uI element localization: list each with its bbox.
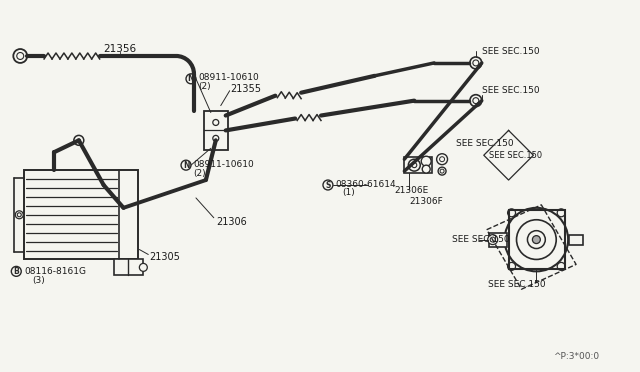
Text: 08360-61614: 08360-61614 bbox=[335, 180, 396, 189]
Circle shape bbox=[508, 209, 516, 217]
Text: (1): (1) bbox=[342, 189, 355, 198]
Circle shape bbox=[140, 263, 147, 271]
Text: 21305: 21305 bbox=[149, 253, 180, 263]
Circle shape bbox=[12, 266, 21, 276]
Circle shape bbox=[408, 159, 420, 171]
Text: 21306E: 21306E bbox=[394, 186, 429, 195]
Text: SEE SEC.150: SEE SEC.150 bbox=[488, 280, 545, 289]
Circle shape bbox=[470, 57, 482, 69]
Circle shape bbox=[422, 165, 430, 173]
Circle shape bbox=[508, 262, 516, 270]
Text: N: N bbox=[183, 161, 189, 170]
Bar bbox=[509, 210, 565, 269]
Text: (2): (2) bbox=[193, 169, 205, 177]
Text: SEE SEC.150: SEE SEC.150 bbox=[456, 139, 514, 148]
Circle shape bbox=[323, 180, 333, 190]
Text: SEE SEC.150: SEE SEC.150 bbox=[489, 151, 542, 160]
Bar bbox=[204, 110, 228, 150]
Text: 21355: 21355 bbox=[230, 84, 262, 94]
Circle shape bbox=[557, 209, 565, 217]
Circle shape bbox=[436, 154, 447, 165]
Circle shape bbox=[470, 95, 482, 107]
Circle shape bbox=[13, 49, 28, 63]
Circle shape bbox=[557, 262, 565, 270]
Circle shape bbox=[488, 235, 498, 244]
Text: (2): (2) bbox=[198, 82, 211, 91]
Circle shape bbox=[516, 220, 556, 259]
Text: 08911-10610: 08911-10610 bbox=[198, 73, 259, 82]
Text: ^P:3*00:0: ^P:3*00:0 bbox=[553, 352, 600, 361]
Circle shape bbox=[186, 74, 196, 84]
Circle shape bbox=[532, 235, 540, 244]
Text: 21306F: 21306F bbox=[410, 198, 443, 206]
Text: SEE SEC.150: SEE SEC.150 bbox=[452, 235, 509, 244]
Circle shape bbox=[438, 167, 446, 175]
Circle shape bbox=[12, 267, 20, 275]
Circle shape bbox=[421, 156, 431, 166]
Text: B: B bbox=[13, 267, 19, 276]
Text: 21306: 21306 bbox=[216, 217, 246, 227]
Bar bbox=[24, 170, 138, 259]
Bar bbox=[569, 235, 583, 244]
Text: 08911-10610: 08911-10610 bbox=[193, 160, 253, 169]
Text: SEE SEC.150: SEE SEC.150 bbox=[482, 46, 540, 55]
Text: 08116-8161G: 08116-8161G bbox=[24, 267, 86, 276]
Bar bbox=[489, 232, 507, 247]
Text: SEE SEC.150: SEE SEC.150 bbox=[482, 86, 540, 95]
Text: (3): (3) bbox=[32, 276, 45, 285]
Circle shape bbox=[15, 211, 23, 219]
Text: S: S bbox=[325, 180, 331, 189]
Circle shape bbox=[213, 135, 219, 141]
Circle shape bbox=[527, 231, 545, 248]
Text: N: N bbox=[188, 74, 194, 83]
Circle shape bbox=[504, 208, 568, 271]
Text: 21356: 21356 bbox=[104, 44, 137, 54]
Circle shape bbox=[74, 135, 84, 145]
Bar bbox=[113, 259, 143, 275]
Circle shape bbox=[213, 119, 219, 125]
Bar bbox=[404, 157, 432, 173]
Circle shape bbox=[181, 160, 191, 170]
